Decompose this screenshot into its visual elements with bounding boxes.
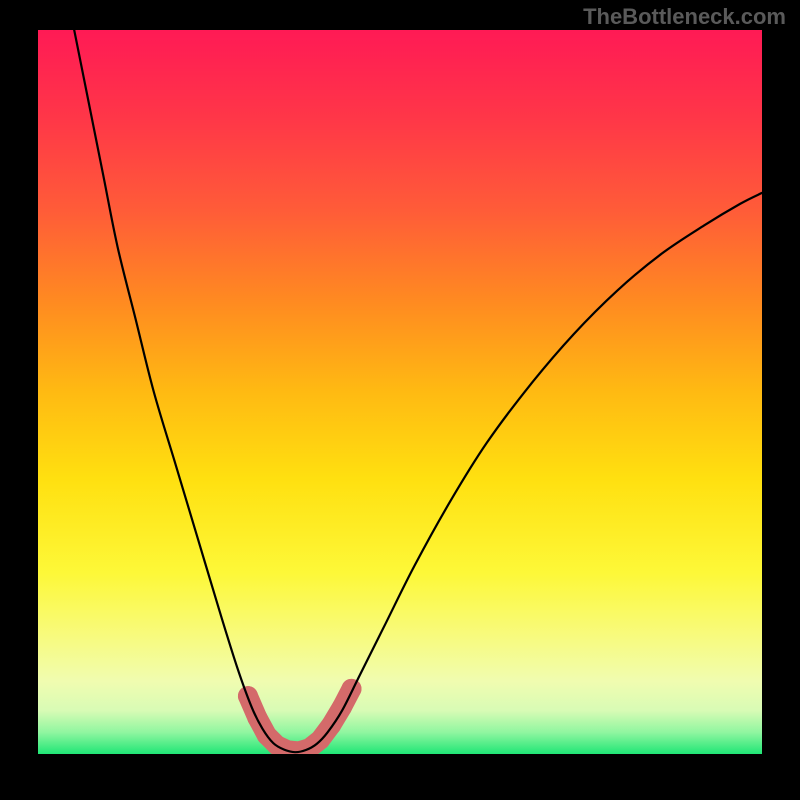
plot-background (38, 30, 762, 754)
watermark-text: TheBottleneck.com (583, 4, 786, 30)
plot-svg (38, 30, 762, 754)
marker-point (332, 697, 352, 717)
marker-point (341, 679, 361, 699)
chart-container: TheBottleneck.com (0, 0, 800, 800)
plot-area (38, 30, 762, 754)
